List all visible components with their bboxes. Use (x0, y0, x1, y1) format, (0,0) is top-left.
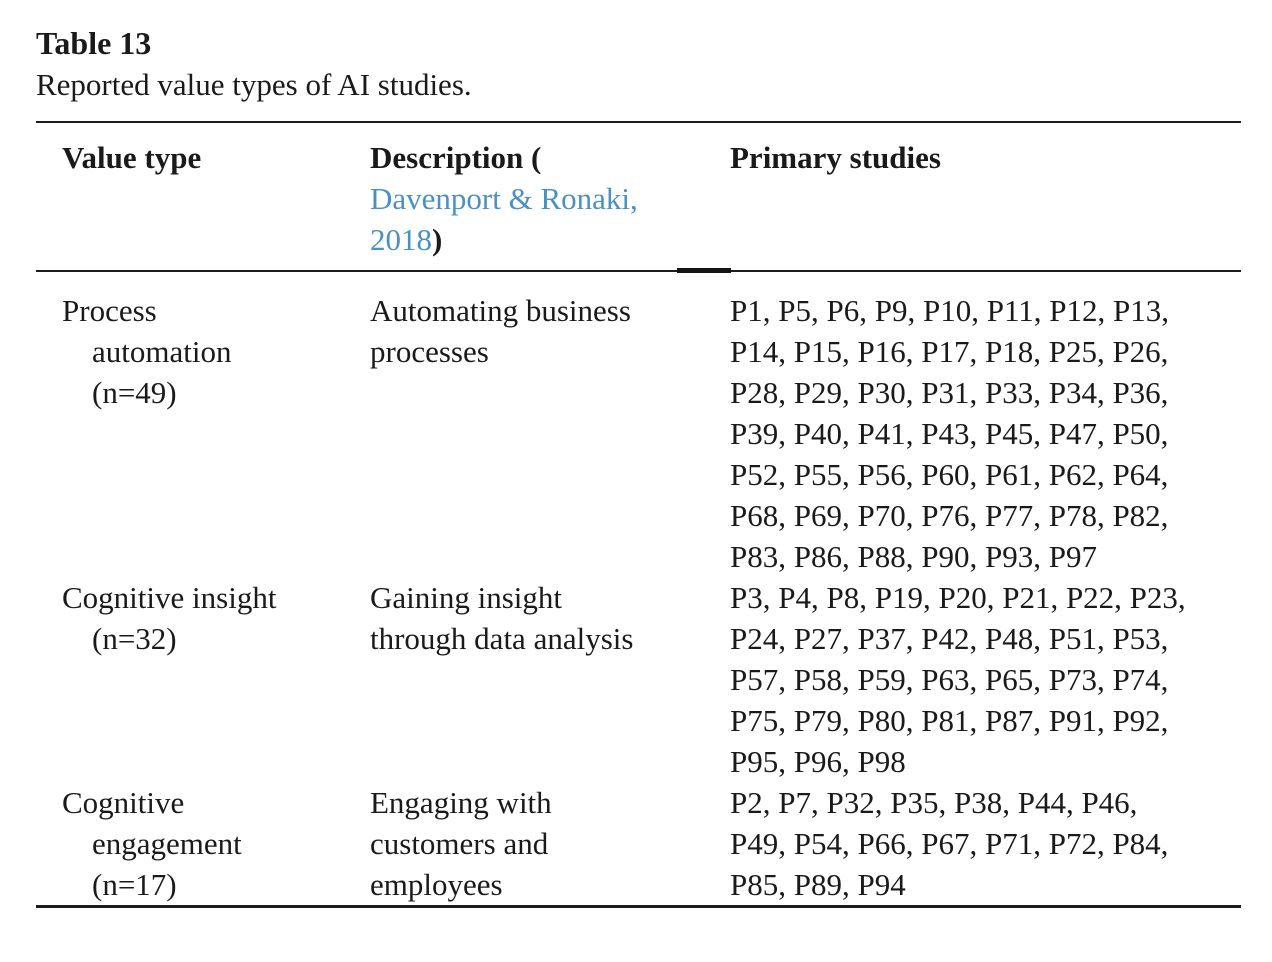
description-cell: Engaging with customers and employees (370, 785, 552, 902)
value-type-cell: Process automation (n=49) (62, 293, 232, 410)
paper-page: Table 13 Reported value types of AI stud… (36, 25, 1241, 908)
primary-studies-cell: P2, P7, P32, P35, P38, P44, P46, P49, P5… (730, 785, 1169, 902)
description-cell: Automating business processes (370, 293, 631, 369)
column-header-description: Description ( Davenport & Ronaki, 2018) (346, 122, 706, 272)
column-header-value-type: Value type (36, 122, 346, 272)
primary-studies-cell: P3, P4, P8, P19, P20, P21, P22, P23, P24… (730, 580, 1186, 779)
table-row-cognitive-insight: Cognitive insight (n=32) Gaining insight… (36, 577, 1241, 782)
table-row-process-automation: Process automation (n=49) Automating bus… (36, 271, 1241, 577)
value-type-cell: Cognitive engagement (n=17) (62, 785, 242, 902)
value-types-table: Value type Description ( Davenport & Rona… (36, 121, 1241, 908)
table-row-cognitive-engagement: Cognitive engagement (n=17) Engaging wit… (36, 782, 1241, 907)
primary-studies-cell: P1, P5, P6, P9, P10, P11, P12, P13, P14,… (730, 293, 1170, 574)
citation-link[interactable]: Davenport & Ronaki, 2018 (370, 181, 638, 257)
table-number-title: Table 13 (36, 25, 152, 61)
table-caption: Reported value types of AI studies. (36, 67, 472, 102)
value-type-cell: Cognitive insight (n=32) (62, 580, 277, 656)
column-header-primary-studies: Primary studies (677, 122, 1241, 272)
table-header-row: Value type Description ( Davenport & Rona… (36, 122, 1241, 272)
description-header-prefix: Description ( (370, 140, 542, 175)
description-header-suffix: ) (432, 222, 443, 257)
description-cell: Gaining insight through data analysis (370, 580, 634, 656)
